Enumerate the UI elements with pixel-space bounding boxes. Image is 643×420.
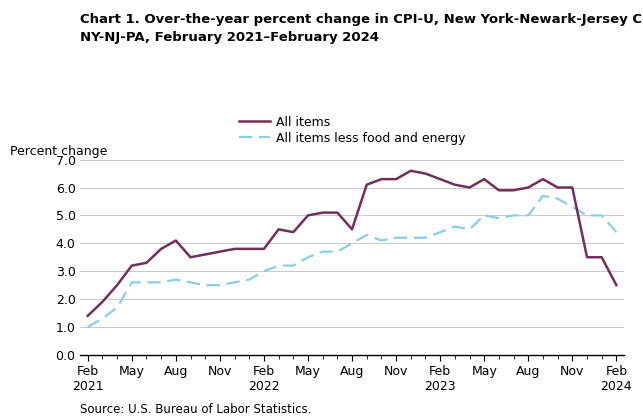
- Text: NY-NJ-PA, February 2021–February 2024: NY-NJ-PA, February 2021–February 2024: [80, 32, 379, 45]
- Legend: All items, All items less food and energy: All items, All items less food and energ…: [233, 111, 471, 150]
- Text: Chart 1. Over-the-year percent change in CPI-U, New York-Newark-Jersey City,: Chart 1. Over-the-year percent change in…: [80, 13, 643, 26]
- Text: Percent change: Percent change: [10, 144, 107, 158]
- Text: Source: U.S. Bureau of Labor Statistics.: Source: U.S. Bureau of Labor Statistics.: [80, 403, 312, 416]
